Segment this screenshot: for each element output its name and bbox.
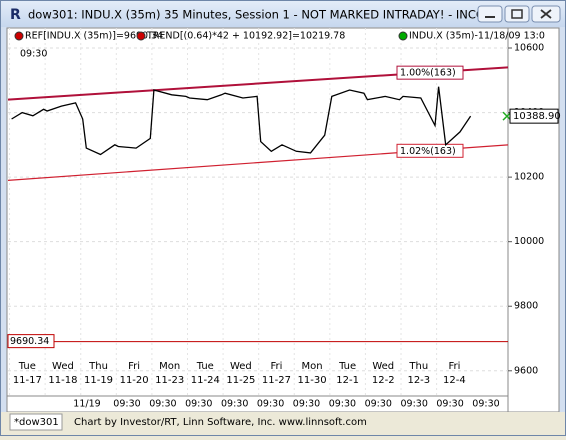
date-label: 11-27: [262, 375, 291, 386]
day-label: Tue: [338, 361, 356, 372]
y-tick-label: 10600: [514, 43, 544, 54]
day-label: Thu: [88, 361, 108, 372]
legend-icon: [398, 31, 408, 41]
day-label: Mon: [302, 361, 323, 372]
y-tick-label: 10000: [514, 236, 544, 247]
ref-label: 9690.34: [10, 336, 49, 347]
trend-label: 1.00%(163): [400, 68, 456, 79]
chart-tab[interactable]: [9, 413, 63, 431]
maximize-button[interactable]: [504, 5, 530, 23]
chart-panel: [6, 27, 560, 413]
time-label: 09:30: [472, 399, 499, 410]
time-label: 09:30: [329, 399, 356, 410]
time-label: 09:30: [401, 399, 428, 410]
date-label: 11-19: [84, 375, 113, 386]
legend-icon: [136, 31, 146, 41]
title-bar: [1, 1, 565, 27]
date-label: 12-1: [336, 375, 359, 386]
time-label: 09:30: [436, 399, 463, 410]
legend-entry: TREND[(0.64)*42 + 10192.92]=10219.78: [146, 31, 345, 42]
day-label: Wed: [230, 361, 252, 372]
last-value-label: 10388.90: [513, 111, 561, 122]
day-label: Wed: [52, 361, 74, 372]
session-label: 09:30: [20, 49, 47, 60]
y-tick-label: 9600: [514, 365, 538, 376]
date-label: 11-30: [298, 375, 327, 386]
window-buttons[interactable]: [477, 5, 561, 23]
time-label: 09:30: [365, 399, 392, 410]
price-line: [11, 86, 472, 156]
time-label: 09:30: [293, 399, 320, 410]
status-bar: [1, 412, 565, 435]
time-label: 09:30: [149, 399, 176, 410]
trend-label-box: [396, 143, 464, 158]
time-label: 09:30: [113, 399, 140, 410]
trend-label: 1.02%(163): [400, 146, 456, 157]
date-label: 11-23: [155, 375, 184, 386]
window-title: dow301: INDU.X (35m) 35 Minutes, Session…: [28, 8, 495, 22]
date-label: 11-18: [48, 375, 77, 386]
legend-entry: REF[INDU.X (35m)]=9690.34: [25, 31, 163, 42]
time-label: 09:30: [185, 399, 212, 410]
app-icon: R: [10, 7, 21, 23]
day-label: Fri: [448, 361, 460, 372]
legend-icon: [14, 31, 24, 41]
last-value-box: [509, 108, 559, 124]
day-label: Tue: [18, 361, 36, 372]
time-label: 11/19: [73, 399, 100, 410]
date-label: 11-20: [120, 375, 149, 386]
ref-label-box: [7, 334, 55, 349]
date-label: 11-25: [226, 375, 255, 386]
y-tick-label: 9800: [514, 301, 538, 312]
minimize-button[interactable]: [477, 5, 503, 23]
date-label: 12-4: [443, 375, 466, 386]
day-label: Fri: [271, 361, 283, 372]
trend-label-box: [396, 65, 464, 80]
day-label: Fri: [128, 361, 140, 372]
date-label: 11-24: [191, 375, 220, 386]
time-label: 09:30: [257, 399, 284, 410]
day-label: Tue: [196, 361, 214, 372]
date-label: 12-2: [372, 375, 395, 386]
day-label: Wed: [372, 361, 394, 372]
status-text: Chart by Investor/RT, Linn Software, Inc…: [74, 417, 367, 428]
date-label: 12-3: [407, 375, 430, 386]
time-label: 09:30: [221, 399, 248, 410]
plot: 9600980010000102001040010600Tue11-17Wed1…: [7, 28, 561, 410]
legend-entry: INDU.X (35m)-11/18/09 13:0: [409, 31, 545, 42]
day-label: Mon: [159, 361, 180, 372]
date-label: 11-17: [13, 375, 42, 386]
day-label: Thu: [408, 361, 428, 372]
y-tick-label: 10200: [514, 172, 544, 183]
tab-label[interactable]: *dow301: [14, 417, 59, 428]
